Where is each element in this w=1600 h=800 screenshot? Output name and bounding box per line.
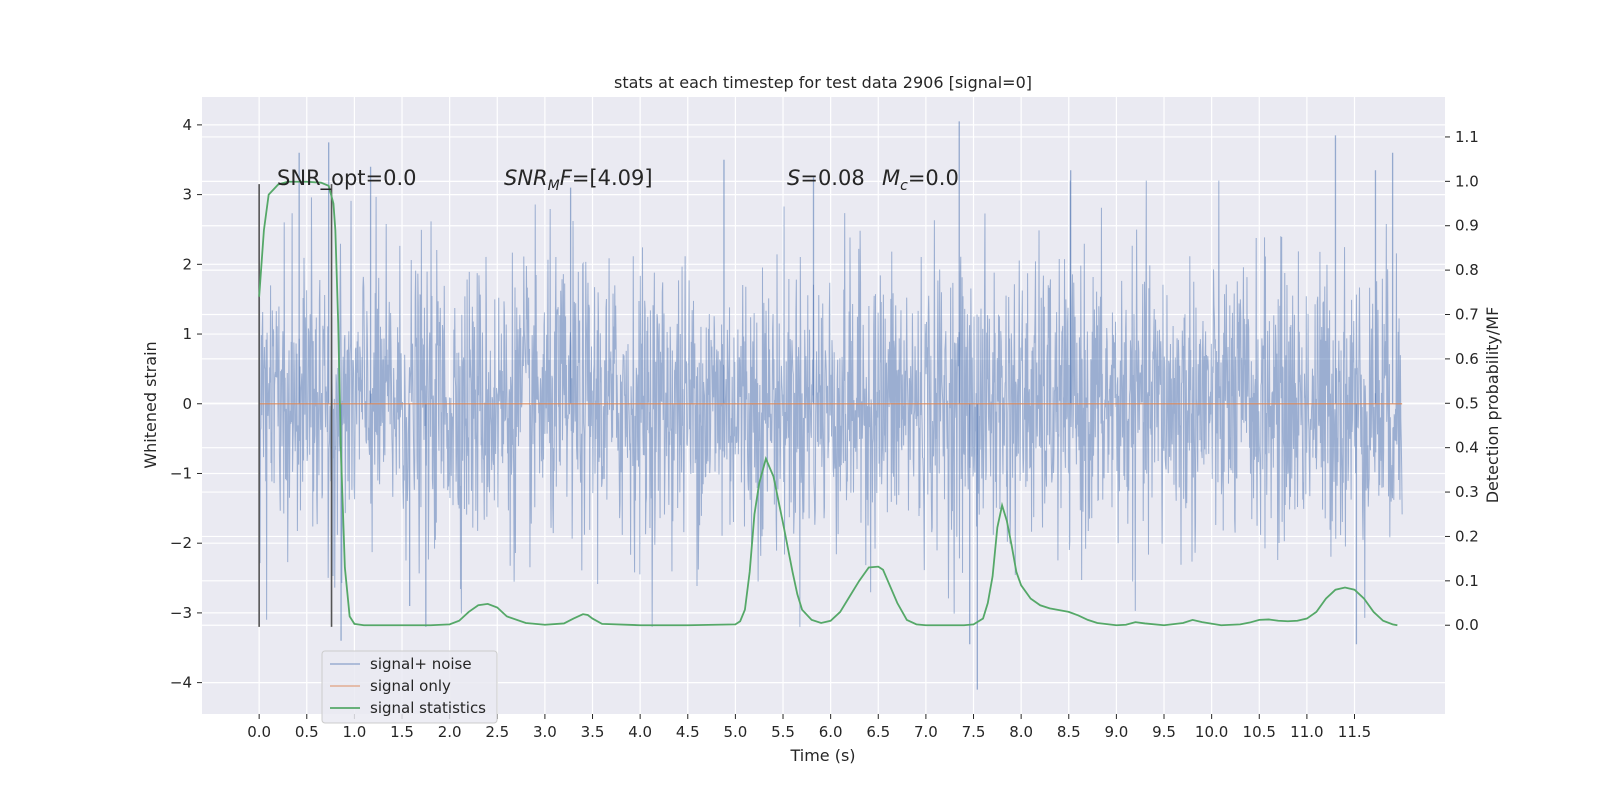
x-tick-label-20: 10.0: [1195, 723, 1228, 741]
y-right-tick-label-1: 1.0: [1455, 172, 1479, 190]
x-tick-label-7: 3.5: [581, 723, 605, 741]
annotation-s-value: =0.08: [800, 166, 864, 190]
y-axis-left: 4 3 2 1 0 −1 −2 −3 −4: [170, 116, 202, 692]
annotation-snr-opt: SNR_opt=0.0: [277, 166, 417, 191]
annotation-mc-subscript: c: [900, 178, 908, 194]
annotation-s: S=0.08: [787, 166, 865, 190]
x-tick-label-16: 8.0: [1009, 723, 1033, 741]
x-tick-label-11: 5.5: [771, 723, 795, 741]
y-tick-label-7: −3: [170, 604, 192, 622]
x-tick-label-3: 1.5: [390, 723, 414, 741]
x-tick-label-17: 8.5: [1057, 723, 1081, 741]
legend-label-signal-statistics: signal statistics: [370, 699, 486, 717]
annotation-snr-mf-tail: F: [560, 166, 573, 190]
y-tick-label-5: −1: [170, 464, 192, 482]
y-right-tick-label-11: 0.0: [1455, 616, 1479, 634]
y-right-tick-label-4: 0.7: [1455, 306, 1479, 324]
x-tick-label-18: 9.0: [1104, 723, 1128, 741]
x-tick-label-2: 1.0: [342, 723, 366, 741]
x-tick-label-12: 6.0: [819, 723, 843, 741]
y-axis-right-label: Detection probability/MF: [1483, 307, 1502, 504]
annotation-snr-mf-symbol: SNR: [504, 166, 548, 190]
noise-trace: [258, 180, 1403, 627]
x-tick-label-4: 2.0: [438, 723, 462, 741]
x-tick-label-19: 9.5: [1152, 723, 1176, 741]
series-signal-noise: [258, 121, 1403, 690]
annotation-mc-value: =0.0: [908, 166, 959, 190]
x-tick-label-8: 4.0: [628, 723, 652, 741]
legend-label-signal-noise: signal+ noise: [370, 655, 472, 673]
y-right-tick-label-10: 0.1: [1455, 572, 1479, 590]
x-tick-label-10: 5.0: [723, 723, 747, 741]
y-tick-label-2: 2: [182, 255, 192, 273]
x-tick-label-6: 3.0: [533, 723, 557, 741]
x-tick-label-9: 4.5: [676, 723, 700, 741]
y-tick-label-0: 4: [182, 116, 192, 134]
series-signal-statistics: [258, 180, 1398, 627]
x-tick-label-23: 11.5: [1338, 723, 1371, 741]
legend-label-signal-only: signal only: [370, 677, 451, 695]
x-axis-label: Time (s): [789, 746, 855, 765]
legend-box: [321, 650, 498, 724]
x-tick-label-0: 0.0: [247, 723, 271, 741]
y-right-tick-label-2: 0.9: [1455, 217, 1479, 235]
y-right-tick-label-7: 0.4: [1455, 439, 1479, 457]
vertical-markers: [258, 184, 333, 627]
x-tick-label-21: 10.5: [1243, 723, 1276, 741]
annotation-s-symbol: S: [787, 166, 800, 190]
signal-statistics-line: [258, 180, 1398, 627]
annotation-snr-mf: SNRMF=[4.09]: [504, 166, 653, 194]
y-right-tick-label-5: 0.6: [1455, 350, 1479, 368]
x-tick-label-13: 6.5: [866, 723, 890, 741]
legend: signal+ noise signal only signal statist…: [321, 650, 498, 724]
y-right-tick-label-8: 0.3: [1455, 483, 1479, 501]
y-tick-label-1: 3: [182, 186, 192, 204]
annotation-mc-symbol: M: [882, 166, 900, 190]
chart-title: stats at each timestep for test data 290…: [614, 73, 1032, 92]
x-tick-label-5: 2.5: [485, 723, 509, 741]
y-axis-label: Whitened strain: [141, 341, 160, 468]
y-tick-label-8: −4: [170, 674, 192, 692]
x-axis: 0.0 0.5 1.0 1.5 2.0 2.5 3.0 3.5 4.0 4.5 5.0 5.5 6.0 6…: [247, 714, 1371, 741]
annotation-snr-mf-value: =[4.09]: [572, 166, 653, 190]
x-tick-label-14: 7.0: [914, 723, 938, 741]
y-tick-label-4: 0: [182, 395, 192, 413]
y-right-tick-label-9: 0.2: [1455, 527, 1479, 545]
annotation-mc: Mc=0.0: [882, 166, 959, 194]
x-tick-label-1: 0.5: [295, 723, 319, 741]
y-right-tick-label-6: 0.5: [1455, 394, 1479, 412]
y-right-tick-label-0: 1.1: [1455, 128, 1479, 146]
y-axis-right: 1.1 1.0 0.9 0.8 0.7 0.6 0.5 0.4 0.3 0.2 0.1 0.0: [1445, 128, 1479, 634]
x-tick-label-15: 7.5: [962, 723, 986, 741]
annotation-snr-mf-subscript: M: [548, 178, 560, 194]
y-tick-label-3: 1: [182, 325, 192, 343]
x-tick-label-22: 11.0: [1290, 723, 1323, 741]
y-right-tick-label-3: 0.8: [1455, 261, 1479, 279]
y-tick-label-6: −2: [170, 534, 192, 552]
